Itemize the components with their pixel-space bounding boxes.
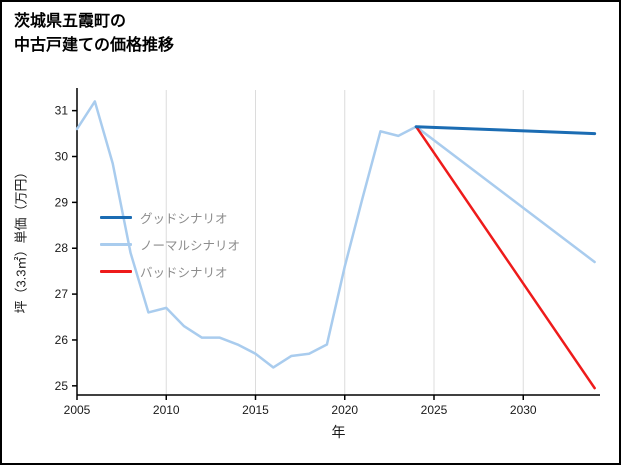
legend-item-normal-scenario: ノーマルシナリオ: [100, 231, 240, 258]
y-tick-label: 27: [55, 287, 69, 301]
x-tick-label: 2030: [510, 403, 537, 417]
legend: グッドシナリオ ノーマルシナリオ バッドシナリオ: [100, 204, 240, 285]
y-tick-label: 25: [55, 379, 69, 393]
legend-item-bad-scenario: バッドシナリオ: [100, 258, 240, 285]
legend-label-bad-scenario: バッドシナリオ: [140, 266, 228, 280]
x-tick-label: 2020: [331, 403, 358, 417]
legend-swatch-normal-scenario: [100, 243, 132, 246]
y-tick-label: 31: [55, 104, 69, 118]
x-tick-label: 2015: [242, 403, 269, 417]
chart-title: 茨城県五霞町の 中古戸建ての価格推移: [14, 13, 175, 54]
x-axis-label: 年: [331, 424, 346, 440]
y-tick-label: 28: [55, 241, 69, 255]
series-line-1: [75, 100, 596, 369]
y-tick-label: 26: [55, 333, 69, 347]
y-tick-label: 29: [55, 195, 69, 209]
series-line-2: [414, 125, 596, 390]
legend-label-normal-scenario: ノーマルシナリオ: [140, 239, 241, 253]
legend-swatch-good-scenario: [100, 216, 132, 219]
y-tick-label: 30: [55, 150, 69, 164]
series-line-0: [414, 125, 597, 136]
x-tick-label: 2005: [64, 403, 91, 417]
x-tick-label: 2010: [153, 403, 180, 417]
legend-swatch-bad-scenario: [100, 270, 132, 273]
legend-label-good-scenario: グッドシナリオ: [140, 212, 228, 226]
legend-item-good-scenario: グッドシナリオ: [100, 204, 240, 231]
y-axis-label: 坪（3.3㎡）単価（万円）: [13, 165, 29, 314]
x-tick-label: 2025: [421, 403, 448, 417]
